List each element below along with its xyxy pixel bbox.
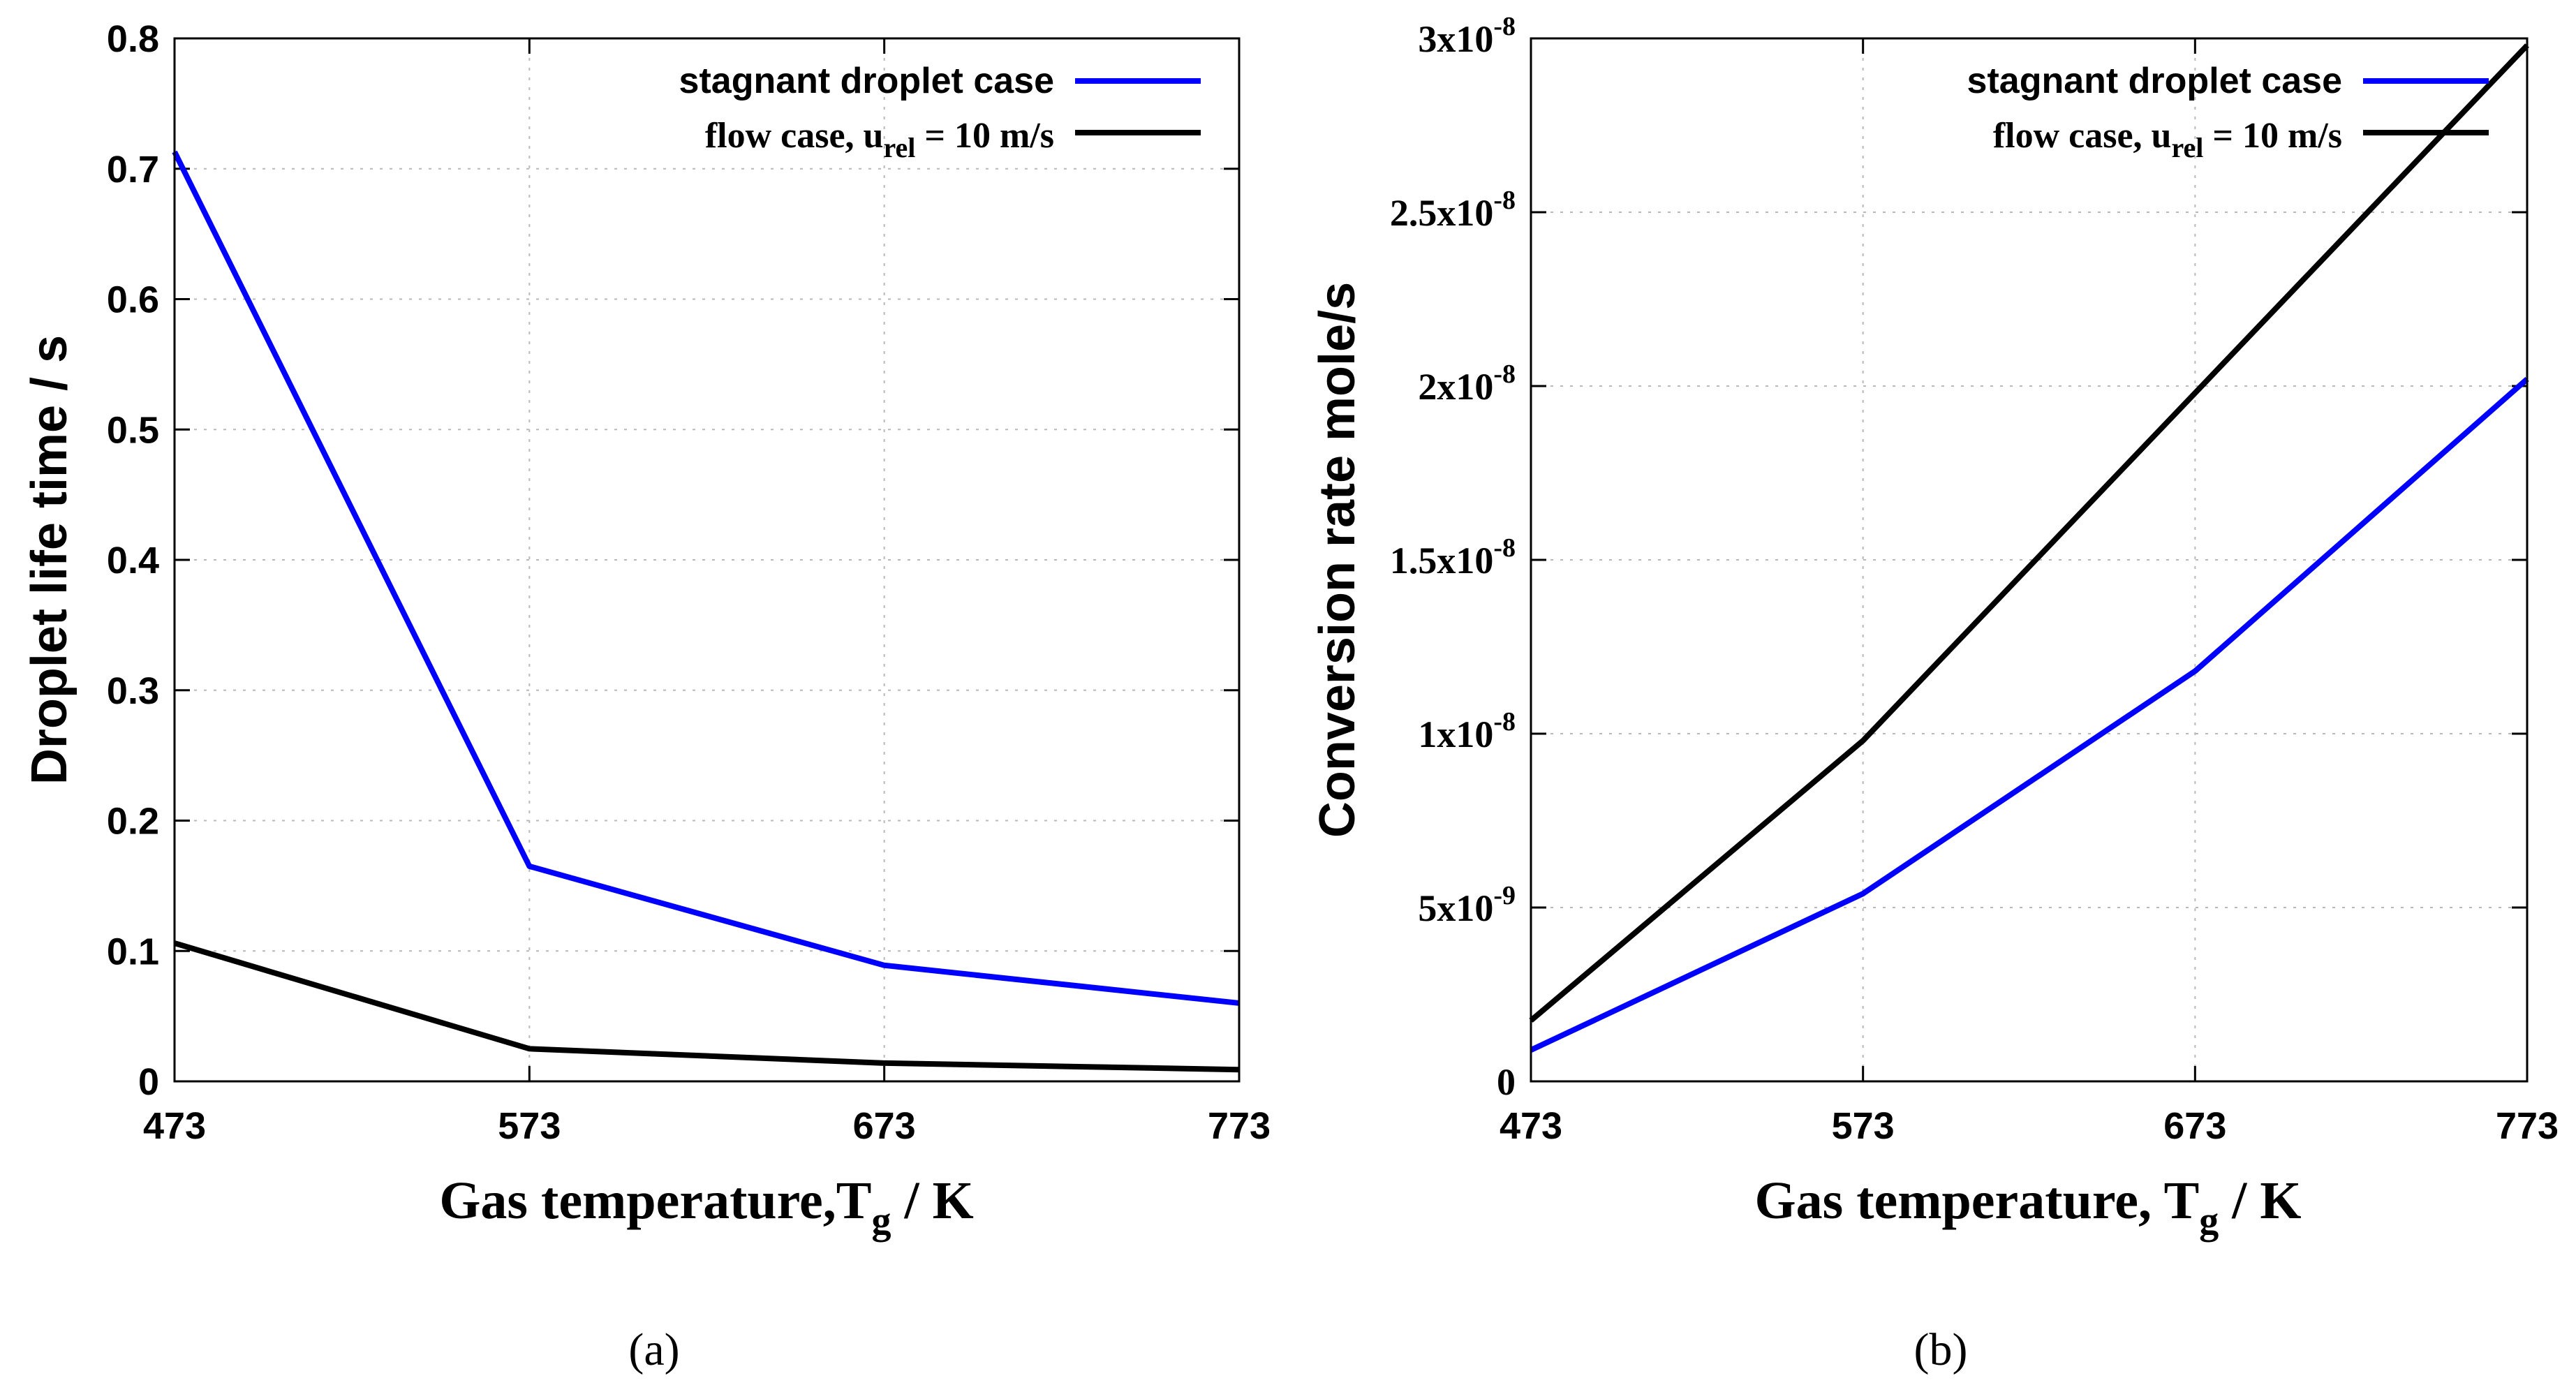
y-tick-label: 0.2 — [107, 801, 159, 843]
y-tick-label: 2.5x10-8 — [1390, 186, 1516, 234]
x-axis-label-b: Gas temperature, Tg / K — [1755, 1171, 2302, 1243]
series-line-flow — [1529, 43, 2529, 1023]
x-tick-label: 673 — [853, 1105, 916, 1147]
y-tick-label: 0.8 — [107, 18, 159, 60]
y-tick-label: 0.3 — [107, 670, 159, 712]
y-tick-label: 5x10-9 — [1418, 881, 1516, 929]
legend-label-flow-b: flow case, urel = 10 m/s — [1993, 116, 2342, 163]
series-b — [1529, 43, 2529, 1053]
grid-a — [175, 38, 1239, 1081]
y-tick-label: 0.6 — [107, 279, 159, 321]
legend-a: stagnant droplet case flow case, urel = … — [679, 61, 1201, 163]
y-tick-label: 0.7 — [107, 149, 159, 191]
legend-label-stagnant-a: stagnant droplet case — [679, 61, 1054, 101]
panel-caption-b: (b) — [1914, 1324, 1968, 1375]
y-tick-label: 1.5x10-8 — [1390, 533, 1516, 582]
y-axis-label-a: Droplet life time / s — [22, 335, 77, 785]
x-tick-label: 473 — [143, 1105, 206, 1147]
y-axis-label-b: Conversion rate mole/s — [1310, 282, 1365, 838]
x-tick-label: 673 — [2163, 1105, 2226, 1147]
plot-frame-a — [173, 37, 1241, 1083]
x-tick-label: 573 — [1832, 1105, 1895, 1147]
y-tick-label: 3x10-8 — [1418, 12, 1516, 60]
y-tick-label: 1x10-8 — [1418, 707, 1516, 755]
chart-panel-b: 473 573 673 773 0 5x10-9 1x10-8 1.5x10-8 2x10-8 2… — [1310, 12, 2559, 1375]
plot-frame-b — [1530, 37, 2529, 1083]
grid-b — [1531, 38, 2527, 1081]
ticks-b: 473 573 673 773 0 5x10-9 1x10-8 1.5x10-8 2x10-8 2… — [1390, 12, 2559, 1147]
y-tick-label: 0.1 — [107, 931, 159, 972]
x-tick-label: 773 — [2496, 1105, 2559, 1147]
x-tick-label: 773 — [1208, 1105, 1271, 1147]
x-tick-label: 573 — [498, 1105, 561, 1147]
series-a — [172, 150, 1240, 1073]
y-tick-label: 0.4 — [107, 540, 159, 582]
panel-caption-a: (a) — [628, 1324, 679, 1375]
legend-label-flow-a: flow case, urel = 10 m/s — [705, 116, 1054, 163]
y-tick-label: 0.5 — [107, 409, 159, 451]
y-tick-label: 0 — [1497, 1061, 1516, 1103]
x-tick-label: 473 — [1500, 1105, 1562, 1147]
chart-panel-a: 473 573 673 773 0 0.1 0.2 0.3 0.4 0.5 0.6 0.7 0.8 st… — [22, 18, 1271, 1375]
y-tick-label: 2x10-8 — [1418, 360, 1516, 408]
y-tick-label: 0 — [138, 1061, 159, 1103]
series-line-flow — [173, 940, 1240, 1073]
legend-label-stagnant-b: stagnant droplet case — [1967, 61, 2342, 101]
series-line-stagnant — [172, 150, 1240, 1006]
x-axis-label-a: Gas temperature,Tg / K — [439, 1171, 973, 1243]
legend-b: stagnant droplet case flow case, urel = … — [1967, 61, 2489, 163]
series-line-stagnant — [1530, 377, 2529, 1053]
